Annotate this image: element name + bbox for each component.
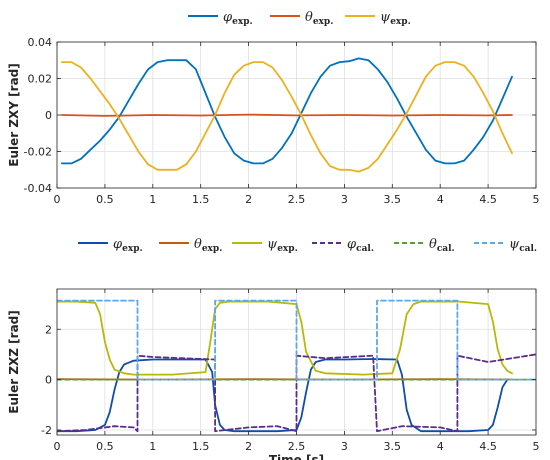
x-tick-label: 2.5 xyxy=(288,193,306,206)
legend-label: φexp. xyxy=(113,237,143,254)
legend-symbol: θ xyxy=(429,237,437,252)
y-tick-label: 0.02 xyxy=(28,73,53,86)
legend-label: θexp. xyxy=(305,10,333,27)
legend-subscript: exp. xyxy=(202,244,223,254)
y-tick-label: 2 xyxy=(45,323,52,336)
legend-symbol: ψ xyxy=(380,10,391,25)
legend-symbol: φ xyxy=(223,10,233,25)
y-tick-label: -0.02 xyxy=(24,146,52,159)
x-tick-label: 3.5 xyxy=(384,440,402,453)
x-tick-label: 4.5 xyxy=(479,193,497,206)
legend: φexp. θexp. ψexp. φcal. θcal. ψcal. xyxy=(78,237,537,254)
legend-symbol: ψ xyxy=(267,237,278,252)
y-tick-label: 0 xyxy=(45,109,52,122)
legend-subscript: cal. xyxy=(437,244,455,254)
x-tick-label: 2 xyxy=(245,193,252,206)
x-tick-label: 0 xyxy=(54,193,61,206)
x-tick-label: 3.5 xyxy=(384,193,402,206)
legend-label: ψexp. xyxy=(380,10,411,27)
y-tick-label: -2 xyxy=(41,424,52,437)
y-axis-label: Euler ZXY [rad] xyxy=(7,63,21,166)
legend-subscript: exp. xyxy=(313,17,334,27)
legend-label: φcal. xyxy=(347,237,374,254)
legend-subscript: cal. xyxy=(519,244,537,254)
legend-label: θcal. xyxy=(429,237,455,254)
x-tick-label: 0.5 xyxy=(96,440,114,453)
x-tick-label: 3 xyxy=(341,440,348,453)
series-line-psi-exp xyxy=(60,61,513,173)
legend-label: ψexp. xyxy=(267,237,298,254)
x-tick-label: 5 xyxy=(533,440,540,453)
series-line-psi-cal xyxy=(57,299,536,381)
y-tick-label: -0.04 xyxy=(24,182,52,195)
legend-label: φexp. xyxy=(223,10,253,27)
series-line-theta-exp xyxy=(60,113,513,117)
legend: φexp. θexp. ψexp. xyxy=(188,10,411,27)
x-tick-label: 2.5 xyxy=(288,440,306,453)
legend-subscript: exp. xyxy=(232,17,253,27)
x-tick-label: 5 xyxy=(533,193,540,206)
series-group xyxy=(60,57,513,173)
y-tick-label: 0 xyxy=(45,374,52,387)
legend-symbol: ψ xyxy=(509,237,520,252)
x-tick-label: 1 xyxy=(149,440,156,453)
y-axis-label: Euler ZXZ [rad] xyxy=(7,310,21,414)
zxy-chart-panel: 0 0.5 1 1.5 2 2.5 3 3.5 4 4.5 5 -0.04 -0.02 0 0.02 0.04… xyxy=(7,10,540,206)
x-tick-label: 4 xyxy=(437,193,444,206)
legend-subscript: exp. xyxy=(122,244,143,254)
x-tick-label: 4 xyxy=(437,440,444,453)
legend-subscript: cal. xyxy=(356,244,374,254)
legend-symbol: θ xyxy=(194,237,202,252)
legend-symbol: φ xyxy=(347,237,357,252)
legend-label: θexp. xyxy=(194,237,222,254)
x-tick-label: 1 xyxy=(149,193,156,206)
legend-label: ψcal. xyxy=(509,237,537,254)
series-group xyxy=(57,299,536,433)
y-tick-label: 0.04 xyxy=(28,36,53,49)
x-tick-label: 0 xyxy=(54,440,61,453)
legend-symbol: θ xyxy=(305,10,313,25)
legend-subscript: exp. xyxy=(390,17,411,27)
legend-symbol: φ xyxy=(113,237,123,252)
x-tick-label: 4.5 xyxy=(479,440,497,453)
x-tick-label: 1.5 xyxy=(192,193,210,206)
legend-subscript: exp. xyxy=(277,244,298,254)
series-line-phi-cal xyxy=(57,353,536,433)
x-tick-label: 1.5 xyxy=(192,440,210,453)
series-line-psi-exp xyxy=(57,300,513,376)
x-tick-label: 2 xyxy=(245,440,252,453)
series-line-phi-exp xyxy=(60,57,513,165)
x-tick-label: 3 xyxy=(341,193,348,206)
x-tick-label: 0.5 xyxy=(96,193,114,206)
x-axis-label: Time [s] xyxy=(269,453,324,460)
